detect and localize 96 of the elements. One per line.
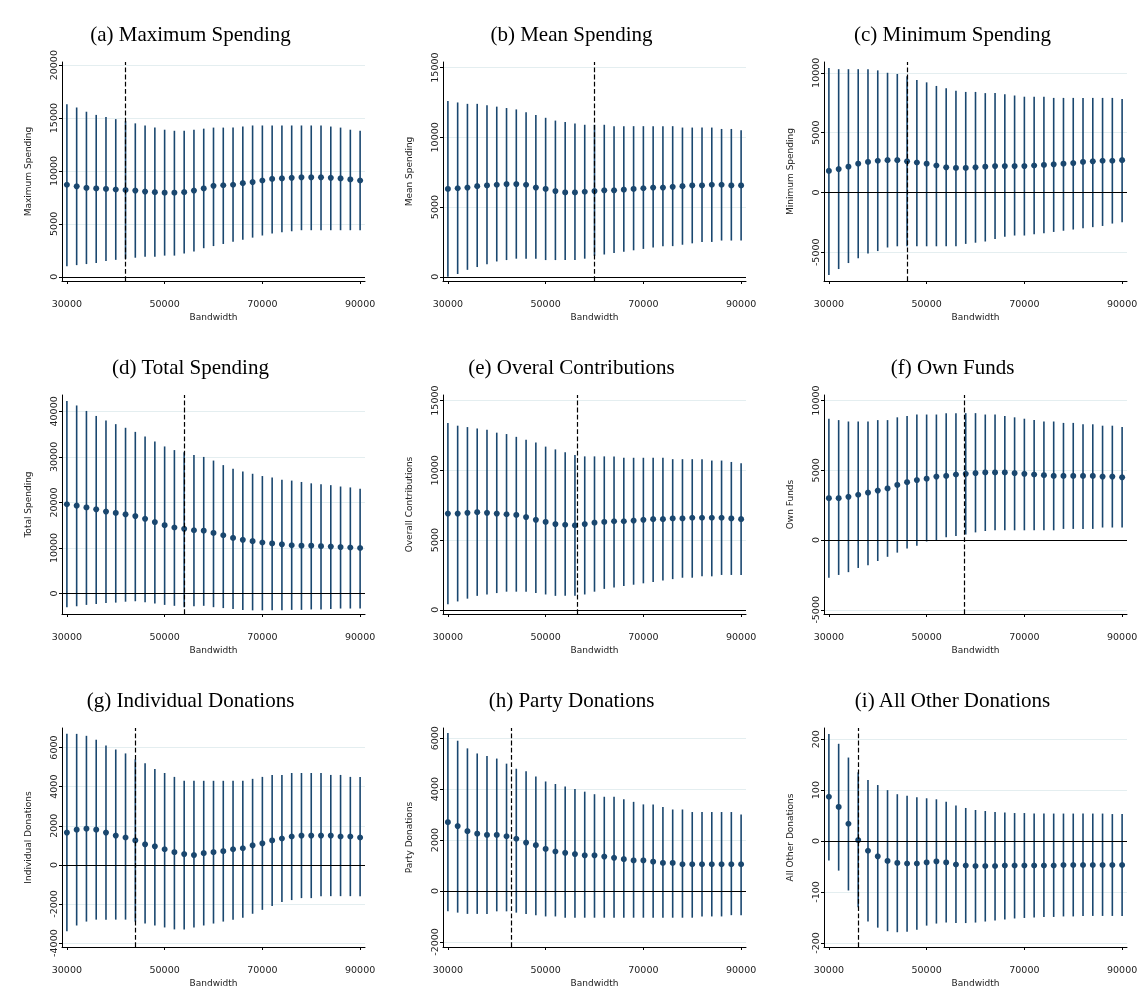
- x-tick-label: 90000: [1107, 963, 1138, 975]
- x-tick-label: 90000: [726, 963, 757, 975]
- y-axis-title: All Other Donations: [784, 793, 795, 882]
- y-tick-label: 0: [428, 273, 440, 280]
- y-tick-label: 10000: [47, 155, 59, 187]
- x-tick-label: 90000: [726, 297, 757, 309]
- y-tick-label: 0: [47, 861, 59, 868]
- chart-title: (a) Maximum Spending: [90, 21, 292, 46]
- y-tick-label: 15000: [47, 102, 59, 134]
- x-tick-label: 50000: [149, 963, 180, 975]
- y-tick-label: 5000: [809, 120, 821, 145]
- x-tick-label: 70000: [628, 297, 659, 309]
- y-axis-title: Mean Spending: [403, 136, 414, 207]
- x-tick-label: 70000: [1009, 630, 1040, 642]
- x-tick-label: 70000: [247, 963, 278, 975]
- y-tick-label: 20000: [47, 50, 59, 81]
- x-tick-label: 90000: [345, 630, 376, 642]
- y-tick-label: 0: [809, 838, 821, 845]
- y-axis-title: Overall Contributions: [403, 456, 414, 553]
- y-tick-label: 5000: [809, 458, 821, 483]
- y-tick-label: 5000: [428, 527, 440, 553]
- y-tick-label: 15000: [428, 385, 440, 416]
- x-axis-title: Bandwidth: [951, 312, 1000, 323]
- chart-title: (h) Party Donations: [488, 687, 655, 712]
- y-tick-label: 10000: [47, 532, 59, 564]
- x-tick-label: 90000: [345, 963, 376, 975]
- y-tick-label: 10000: [809, 57, 821, 88]
- y-tick-label: 0: [47, 590, 59, 597]
- y-tick-label: 0: [428, 606, 440, 613]
- x-tick-label: 70000: [628, 630, 659, 642]
- x-tick-label: 70000: [247, 297, 278, 309]
- x-axis-title: Bandwidth: [951, 645, 1000, 656]
- x-axis-title: Bandwidth: [189, 978, 238, 989]
- y-tick-label: -100: [809, 881, 821, 903]
- y-tick-label: 2000: [47, 813, 59, 838]
- y-axis-title: Individual Donations: [22, 791, 33, 884]
- y-tick-label: 0: [809, 537, 821, 544]
- x-axis-title: Bandwidth: [570, 645, 619, 656]
- x-tick-label: 50000: [911, 297, 942, 309]
- chart-title: (b) Mean Spending: [490, 21, 654, 46]
- y-axis-title: Party Donations: [403, 801, 414, 874]
- y-axis-title: Maximum Spending: [22, 126, 33, 217]
- y-tick-label: 0: [809, 189, 821, 196]
- y-tick-label: -2000: [47, 890, 59, 918]
- y-tick-label: 5000: [428, 194, 440, 220]
- y-axis-title: Total Spending: [22, 471, 33, 539]
- y-tick-label: 0: [428, 887, 440, 894]
- y-tick-label: 15000: [428, 52, 440, 83]
- y-tick-label: 6000: [428, 726, 440, 751]
- x-axis-title: Bandwidth: [570, 312, 619, 323]
- x-tick-label: 50000: [911, 963, 942, 975]
- x-axis-title: Bandwidth: [189, 312, 238, 323]
- y-tick-label: 40000: [47, 396, 59, 427]
- x-tick-label: 50000: [530, 297, 561, 309]
- x-axis-title: Bandwidth: [951, 978, 1000, 989]
- y-tick-label: -2000: [428, 928, 440, 956]
- x-tick-label: 70000: [628, 963, 659, 975]
- x-tick-label: 90000: [1107, 630, 1138, 642]
- y-tick-label: 2000: [428, 827, 440, 853]
- x-tick-label: 70000: [1009, 963, 1040, 975]
- x-tick-label: 90000: [345, 297, 376, 309]
- x-axis-title: Bandwidth: [570, 978, 619, 989]
- chart-title: (c) Minimum Spending: [853, 21, 1052, 46]
- y-tick-label: -5000: [809, 596, 821, 624]
- y-tick-label: -5000: [809, 238, 821, 267]
- y-tick-label: 5000: [47, 211, 59, 236]
- y-tick-label: 6000: [47, 735, 59, 760]
- x-tick-label: 50000: [530, 963, 561, 975]
- y-tick-label: 4000: [47, 774, 59, 799]
- chart-title: (g) Individual Donations: [86, 687, 295, 712]
- y-axis-title: Own Funds: [784, 479, 795, 530]
- x-tick-label: 90000: [1107, 297, 1138, 309]
- y-tick-label: 4000: [428, 777, 440, 802]
- x-tick-label: 50000: [149, 630, 180, 642]
- y-tick-label: 10000: [809, 385, 821, 416]
- y-tick-label: 20000: [47, 487, 59, 518]
- y-tick-label: -200: [809, 932, 821, 954]
- y-axis-title: Minimum Spending: [784, 128, 795, 215]
- chart-title: (i) All Other Donations: [854, 687, 1051, 712]
- chart-title: (f) Own Funds: [890, 354, 1015, 379]
- y-tick-label: -4000: [47, 929, 59, 957]
- y-tick-label: 30000: [47, 441, 59, 473]
- y-tick-label: 10000: [428, 122, 440, 153]
- x-tick-label: 50000: [911, 630, 942, 642]
- chart-title: (e) Overal Contributions: [468, 354, 675, 379]
- x-tick-label: 70000: [1009, 297, 1040, 309]
- y-tick-label: 0: [47, 273, 59, 280]
- chart-title: (d) Total Spending: [112, 354, 270, 379]
- y-tick-label: 200: [809, 730, 821, 749]
- x-tick-label: 50000: [530, 630, 561, 642]
- x-axis-title: Bandwidth: [189, 645, 238, 656]
- y-tick-label: 10000: [428, 455, 440, 486]
- x-tick-label: 70000: [247, 630, 278, 642]
- y-tick-label: 100: [809, 781, 821, 800]
- x-tick-label: 90000: [726, 630, 757, 642]
- x-tick-label: 50000: [149, 297, 180, 309]
